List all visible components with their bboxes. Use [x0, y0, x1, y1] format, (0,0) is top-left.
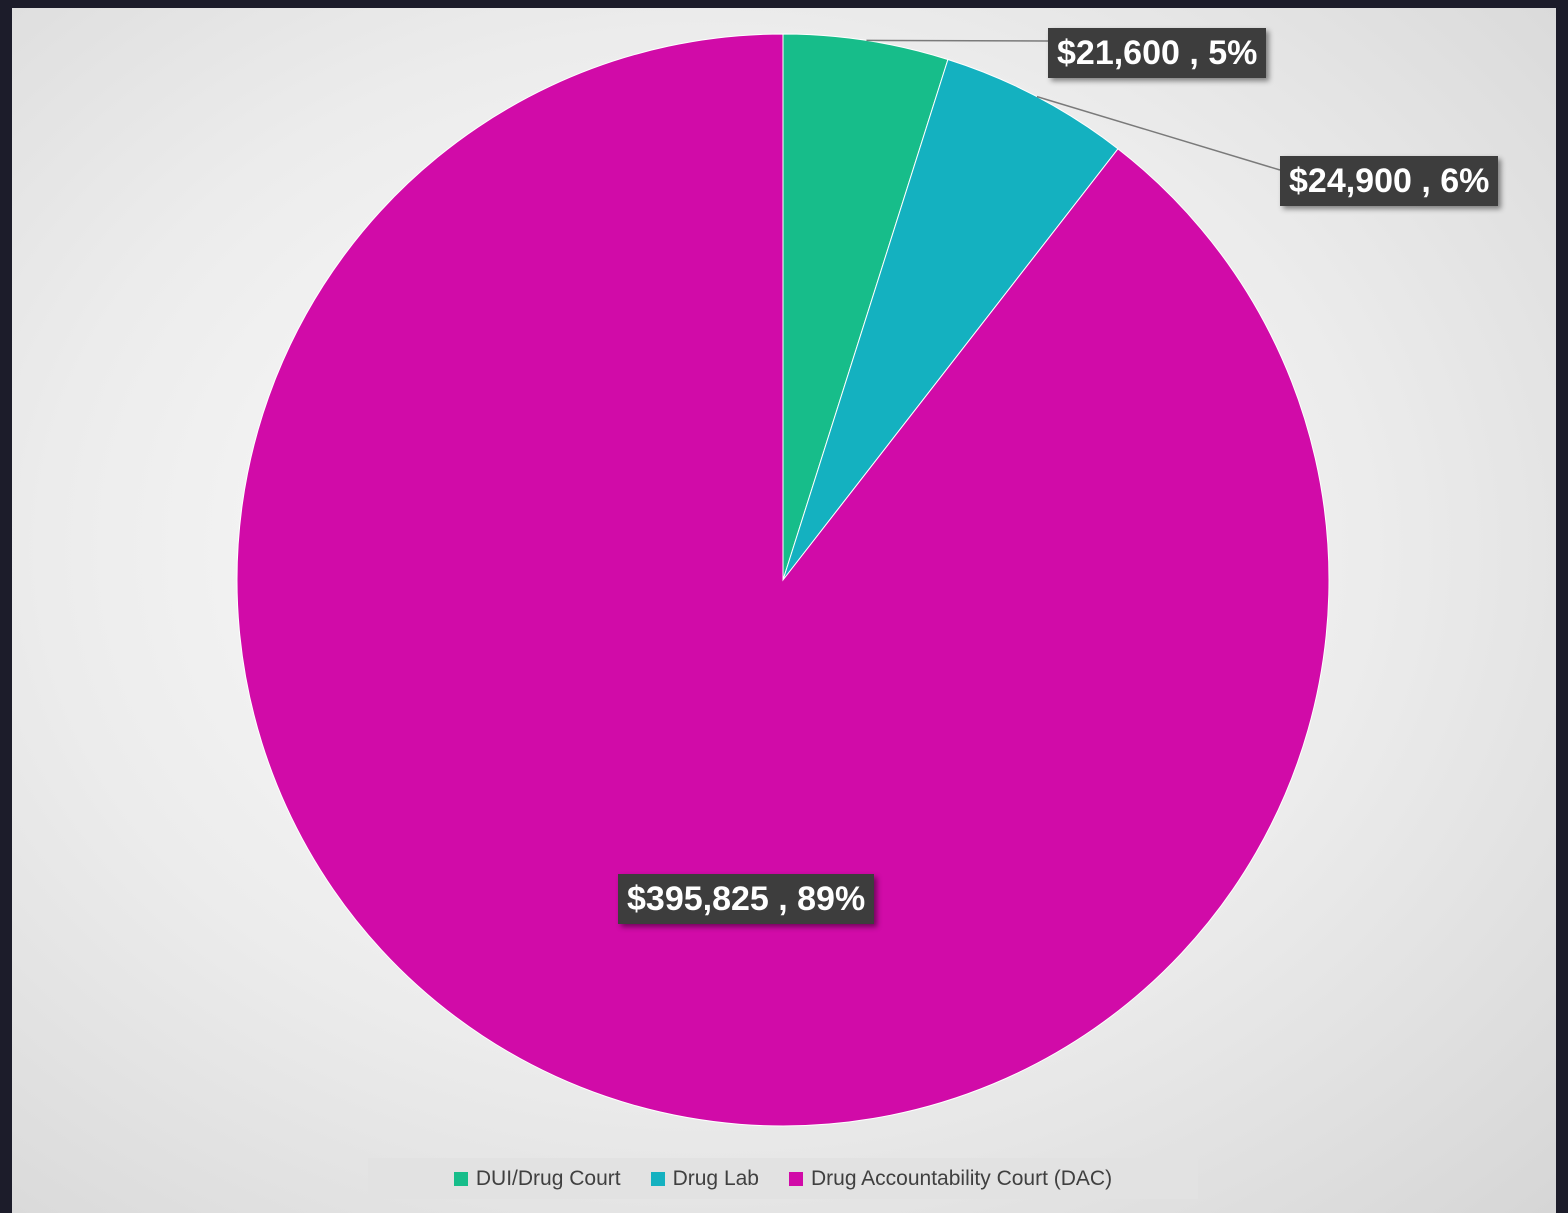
- legend-label: Drug Accountability Court (DAC): [810, 1166, 1113, 1190]
- data-label-dui-drug-court: $21,600 , 5%: [1048, 28, 1267, 78]
- legend-item-drug-lab: Drug Lab: [650, 1166, 759, 1191]
- legend-item-drug-accountability-court: Drug Accountability Court (DAC): [788, 1166, 1113, 1191]
- data-label-drug-accountability-court: $395,825 , 89%: [618, 874, 875, 924]
- pie-slice-dui-drug-court: [782, 33, 949, 581]
- legend-swatch-dui-drug-court: [453, 1171, 468, 1186]
- chart-area: $21,600 , 5% $24,900 , 6% $395,825 , 89%…: [12, 8, 1556, 1213]
- legend-swatch-drug-lab: [650, 1171, 665, 1186]
- legend-swatch-drug-accountability-court: [788, 1171, 803, 1186]
- legend: DUI/Drug Court Drug Lab Drug Accountabil…: [368, 1158, 1198, 1199]
- pie-slice-drug-accountability-court: [236, 33, 1330, 1127]
- pie-chart: [236, 33, 1330, 1127]
- legend-label: DUI/Drug Court: [475, 1166, 621, 1190]
- legend-label: Drug Lab: [672, 1166, 759, 1190]
- data-label-drug-lab: $24,900 , 6%: [1280, 156, 1499, 206]
- leader-line-drug-lab: [1036, 95, 1281, 171]
- legend-item-dui-drug-court: DUI/Drug Court: [453, 1166, 621, 1191]
- leader-line-dui-drug-court: [866, 39, 1049, 42]
